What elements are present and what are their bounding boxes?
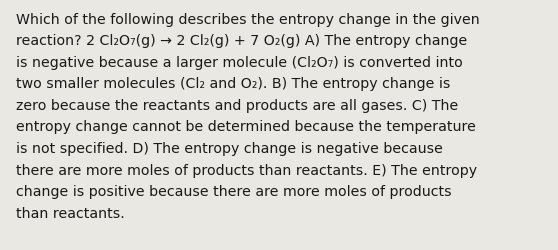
Text: entropy change cannot be determined because the temperature: entropy change cannot be determined beca… [16,120,475,134]
Text: there are more moles of products than reactants. E) The entropy: there are more moles of products than re… [16,163,477,177]
Text: reaction? 2 Cl₂O₇(g) → 2 Cl₂(g) + 7 O₂(g) A) The entropy change: reaction? 2 Cl₂O₇(g) → 2 Cl₂(g) + 7 O₂(g… [16,34,467,48]
Text: change is positive because there are more moles of products: change is positive because there are mor… [16,184,451,198]
Text: than reactants.: than reactants. [16,206,124,220]
Text: Which of the following describes the entropy change in the given: Which of the following describes the ent… [16,12,479,26]
Text: is negative because a larger molecule (Cl₂O₇) is converted into: is negative because a larger molecule (C… [16,56,463,70]
Text: two smaller molecules (Cl₂ and O₂). B) The entropy change is: two smaller molecules (Cl₂ and O₂). B) T… [16,77,450,91]
Text: is not specified. D) The entropy change is negative because: is not specified. D) The entropy change … [16,142,442,156]
Text: zero because the reactants and products are all gases. C) The: zero because the reactants and products … [16,98,458,112]
